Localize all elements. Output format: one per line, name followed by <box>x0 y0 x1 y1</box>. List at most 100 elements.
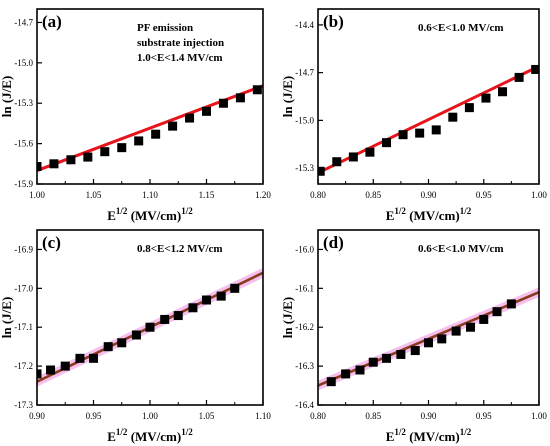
annotation-text: PF emission <box>137 22 193 34</box>
y-tick-label: -14.7 <box>14 17 33 27</box>
x-axis-title: E1/2 (MV/cm)1/2 <box>386 206 472 223</box>
data-point <box>202 295 211 305</box>
data-point <box>415 128 425 138</box>
y-tick-label: -15.3 <box>14 98 33 108</box>
x-tick-label: 1.15 <box>199 190 215 200</box>
x-tick-label: 0.90 <box>29 411 45 421</box>
data-point <box>355 365 365 375</box>
annotation-text: 0.8<E<1.2 MV/cm <box>137 243 223 255</box>
x-tick-label: 0.85 <box>365 411 381 421</box>
data-point <box>235 93 245 103</box>
x-axis-title-part: E <box>107 429 116 444</box>
data-point <box>531 64 539 74</box>
y-tick-label: -16.0 <box>295 244 314 254</box>
y-axis-title: ln (J/E) <box>280 76 295 118</box>
panel-b: 0.80 0.85 0.90 0.95 1.00 -14.4 -14.7 -15.0 -15.3… <box>280 8 547 223</box>
y-axis-title: ln (J/E) <box>0 297 14 339</box>
x-tick-label: 1.10 <box>255 411 271 421</box>
data-point <box>218 98 228 108</box>
panel-label: (a) <box>42 12 62 31</box>
data-point <box>37 162 42 171</box>
plot-area <box>37 84 263 172</box>
y-tick-label: -15.0 <box>14 58 33 68</box>
y-tick-label: -16.3 <box>295 361 314 371</box>
data-point <box>437 334 447 344</box>
y-tick-label: -14.4 <box>295 20 314 30</box>
y-tick-label: -15.9 <box>14 179 33 189</box>
data-point <box>202 106 211 116</box>
y-tick-label: -17.2 <box>14 361 33 371</box>
x-axis-title: E1/2 (MV/cm)1/2 <box>386 427 472 444</box>
panel-label: (c) <box>42 233 61 252</box>
data-point <box>89 353 98 363</box>
data-point <box>448 112 458 122</box>
x-tick-label: 1.20 <box>255 190 271 200</box>
x-tick-label: 0.85 <box>365 190 381 200</box>
data-point <box>514 72 524 82</box>
data-point <box>348 152 358 162</box>
data-point <box>188 303 198 313</box>
panel-label: (b) <box>323 12 344 31</box>
data-point <box>492 307 502 317</box>
plot-frame <box>317 229 540 406</box>
annotation-text: 0.6<E<1.0 MV/cm <box>418 243 504 255</box>
annotation-text: 0.6<E<1.0 MV/cm <box>418 22 504 34</box>
y-axis-title: ln (J/E) <box>280 297 295 339</box>
data-point <box>382 353 392 363</box>
x-tick-label: 1.00 <box>142 411 158 421</box>
x-tick-label: 0.95 <box>476 411 492 421</box>
data-point <box>326 377 336 387</box>
data-point <box>37 369 42 379</box>
x-axis-title-part: E <box>107 208 116 223</box>
annotation-text: substrate injection <box>137 37 224 49</box>
data-point <box>398 130 408 140</box>
data-point <box>465 322 475 332</box>
data-point <box>498 87 508 97</box>
data-point <box>160 314 170 324</box>
x-axis-title-superscript: 1/2 <box>460 427 472 437</box>
data-point <box>431 125 441 135</box>
x-axis-title-part: E <box>386 208 395 223</box>
y-tick-label: -15.3 <box>295 163 314 173</box>
data-point <box>464 103 474 113</box>
y-axis-title: ln (J/E) <box>0 76 14 118</box>
data-point <box>66 155 76 165</box>
x-tick-label: 1.00 <box>531 190 547 200</box>
data-point <box>117 338 127 348</box>
data-point <box>252 85 262 95</box>
x-axis-title-part: (MV/cm) <box>406 429 460 444</box>
data-point <box>365 147 375 157</box>
data-point <box>185 113 195 123</box>
y-tick-label: -17.1 <box>14 322 33 332</box>
x-tick-label: 0.90 <box>421 411 437 421</box>
data-point <box>134 136 144 146</box>
panel-c: 0.90 0.95 1.00 1.05 1.10 -16.9 -17.0 -17.1 -17.2… <box>0 229 271 444</box>
data-point <box>117 143 127 153</box>
y-tick-label: -15.6 <box>14 139 33 149</box>
x-tick-label: 1.10 <box>142 190 158 200</box>
data-point <box>396 349 406 359</box>
data-point <box>145 322 155 332</box>
y-tick-label: -16.2 <box>295 322 314 332</box>
y-tick-label: -14.7 <box>295 68 314 78</box>
y-tick-label: -15.0 <box>295 115 314 125</box>
x-tick-label: 0.95 <box>86 411 102 421</box>
data-point <box>100 147 110 157</box>
panel-a: 1.00 1.05 1.10 1.15 1.20 -14.7 -15.0 -15.3 -15.6… <box>0 8 271 223</box>
x-tick-label: 1.00 <box>29 190 45 200</box>
x-tick-label: 1.00 <box>531 411 547 421</box>
x-axis-title-part: (MV/cm) <box>406 208 460 223</box>
x-tick-label: 0.80 <box>310 411 326 421</box>
data-point <box>341 369 351 379</box>
x-tick-label: 0.80 <box>310 190 326 200</box>
data-point <box>230 283 240 293</box>
y-tick-label: -17.3 <box>14 400 33 410</box>
y-tick-label: -17.0 <box>14 283 33 293</box>
x-axis-title-part: E <box>386 429 395 444</box>
x-axis-title-superscript: 1/2 <box>394 206 406 216</box>
data-point <box>75 353 85 363</box>
x-axis-title-part: (MV/cm) <box>127 208 181 223</box>
panel-d: 0.80 0.85 0.90 0.95 1.00 -16.0 -16.1 -16.2 -16.3… <box>280 229 547 444</box>
data-point <box>103 342 113 352</box>
x-tick-label: 1.05 <box>86 190 102 200</box>
